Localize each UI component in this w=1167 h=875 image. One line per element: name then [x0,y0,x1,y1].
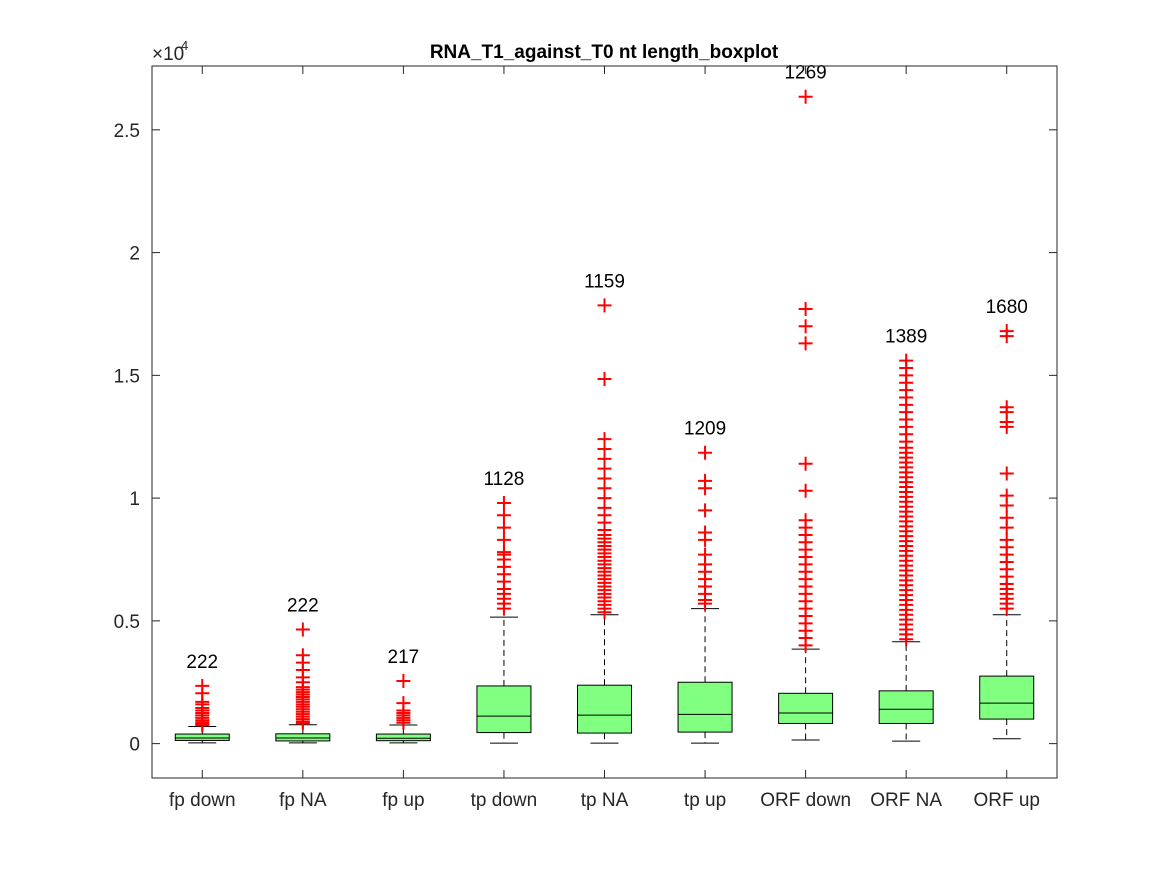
y-tick-label: 2 [129,244,140,265]
svg-text:4: 4 [181,38,188,53]
y-tick-label: 1.5 [114,366,140,387]
outlier-marker [798,302,813,317]
count-label: 1159 [584,271,625,292]
box-group [778,89,834,741]
outlier-marker [798,336,813,351]
outlier-marker [698,503,713,518]
outlier-marker [798,89,813,104]
outlier-marker [798,456,813,471]
y-axis: 0 0.5 1 1.5 2 2.5 [114,121,1057,756]
y-exponent-label: ×10 4 [152,38,188,65]
svg-text:×10: ×10 [152,44,184,65]
outlier-marker [396,696,411,711]
box-group [677,445,733,744]
x-tick-label: fp up [382,790,424,811]
x-axis: fp down fp NA fp up tp down tp NA tp up ORF do… [169,66,1040,811]
outlier-marker [999,510,1014,525]
x-tick-label: fp down [169,790,236,811]
outlier-marker [698,473,713,488]
count-label: 1209 [684,419,726,440]
box [476,685,532,734]
count-label: 1128 [484,469,525,490]
x-tick-label: fp NA [279,790,327,811]
outlier-marker [496,520,511,535]
outlier-marker [295,648,310,663]
outlier-marker [597,298,612,313]
x-tick-label: ORF down [760,790,851,811]
box-group [476,496,532,744]
outlier-marker [999,532,1014,547]
box-group [375,674,431,744]
outlier-marker [496,532,511,547]
outlier-marker [899,353,914,368]
box-group [979,324,1035,740]
chart-title: RNA_T1_against_T0 nt length_boxplot [430,42,779,63]
outlier-marker [798,483,813,498]
outlier-marker [496,508,511,523]
outlier-marker [597,432,612,447]
outlier-marker [698,547,713,562]
outlier-marker [999,400,1014,415]
box-group [174,678,230,744]
outlier-marker [496,545,511,560]
box [778,692,834,724]
box-group [878,353,934,742]
box [375,733,431,742]
box-group [275,622,331,744]
box [275,733,331,742]
x-tick-label: ORF up [973,790,1040,811]
outlier-marker [195,678,210,693]
box [677,681,733,733]
outlier-marker [597,372,612,387]
count-label: 222 [287,595,319,616]
outlier-marker [798,513,813,528]
x-tick-label: tp up [684,790,726,811]
outlier-marker [396,674,411,689]
y-tick-label: 0 [129,735,140,756]
box [979,675,1035,720]
outlier-marker [999,324,1014,339]
y-tick-label: 0.5 [114,612,140,633]
y-tick-label: 1 [129,489,140,510]
y-tick-label: 2.5 [114,121,140,142]
box [878,690,934,724]
box-group [577,298,632,744]
x-tick-label: tp down [471,790,538,811]
outlier-marker [999,488,1014,503]
box [174,733,230,741]
x-tick-label: tp NA [581,790,629,811]
count-label: 222 [186,652,218,673]
outlier-marker [999,466,1014,481]
outlier-marker [295,622,310,637]
outlier-marker [698,445,713,460]
count-label: 1389 [885,327,927,348]
box [577,684,632,734]
count-label: 217 [388,647,420,668]
count-label: 1680 [986,297,1028,318]
x-tick-label: ORF NA [870,790,942,811]
outlier-marker [698,525,713,540]
outlier-marker [798,319,813,334]
outlier-marker [496,496,511,511]
